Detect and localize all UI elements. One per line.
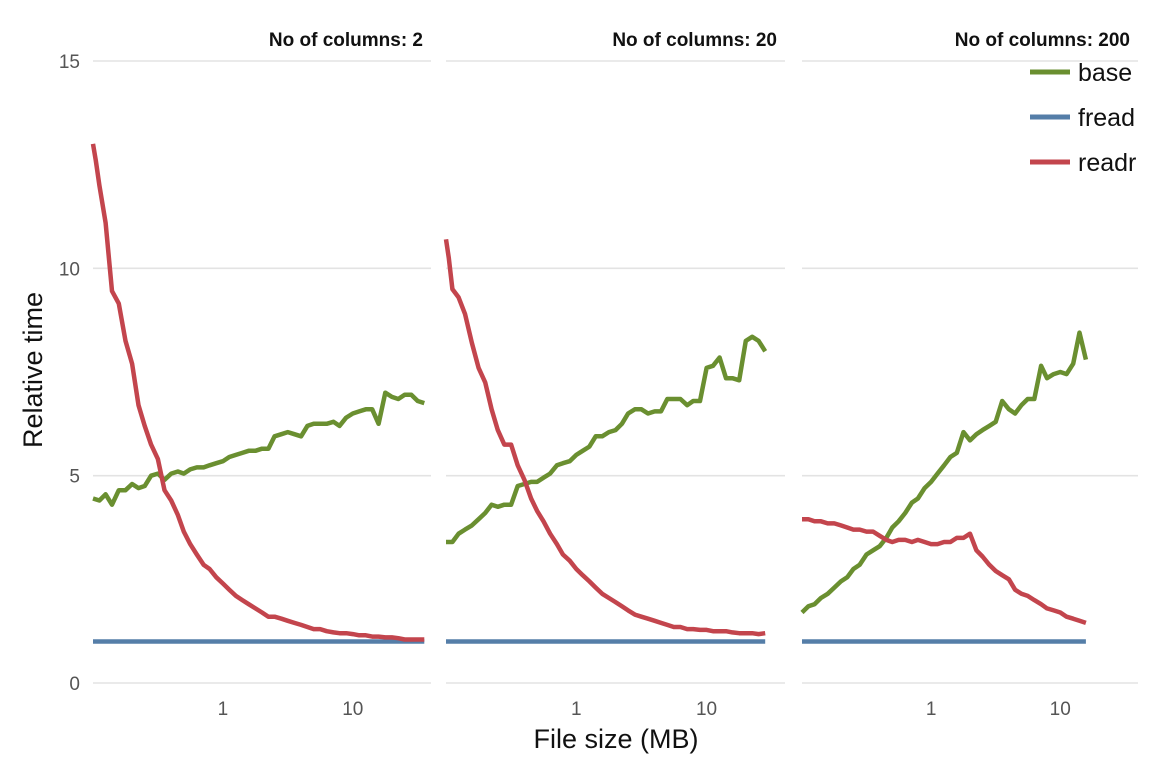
x-tick-label: 10 [696, 699, 717, 720]
legend-label-readr: readr [1078, 149, 1136, 177]
series-line-readr [443, 238, 766, 637]
x-tick-label: 10 [1050, 699, 1071, 720]
series-layer [90, 143, 1089, 644]
legend: base fread readr [1030, 59, 1136, 177]
y-tick-label: 15 [59, 52, 80, 73]
series-line-base [800, 330, 1089, 615]
series-line-readr [802, 516, 1087, 626]
series-line-base [446, 334, 768, 545]
series-line-readr [90, 143, 425, 642]
series-line-base [92, 390, 425, 507]
x-tick-label: 1 [571, 699, 582, 720]
grid-layer [93, 60, 1138, 684]
legend-label-base: base [1078, 59, 1132, 87]
legend-label-fread: fread [1078, 104, 1135, 132]
y-axis-title: Relative time [18, 292, 48, 448]
panel-title: No of columns: 2 [269, 30, 423, 51]
x-tick-label: 10 [342, 699, 363, 720]
y-tick-label: 0 [69, 674, 80, 695]
y-tick-label: 10 [59, 259, 80, 280]
x-tick-label: 1 [926, 699, 937, 720]
y-tick-label: 5 [69, 467, 80, 488]
panel-title: No of columns: 20 [612, 30, 777, 51]
x-tick-label: 1 [218, 699, 229, 720]
x-axis-title: File size (MB) [533, 724, 698, 754]
panel-title: No of columns: 200 [955, 30, 1130, 51]
